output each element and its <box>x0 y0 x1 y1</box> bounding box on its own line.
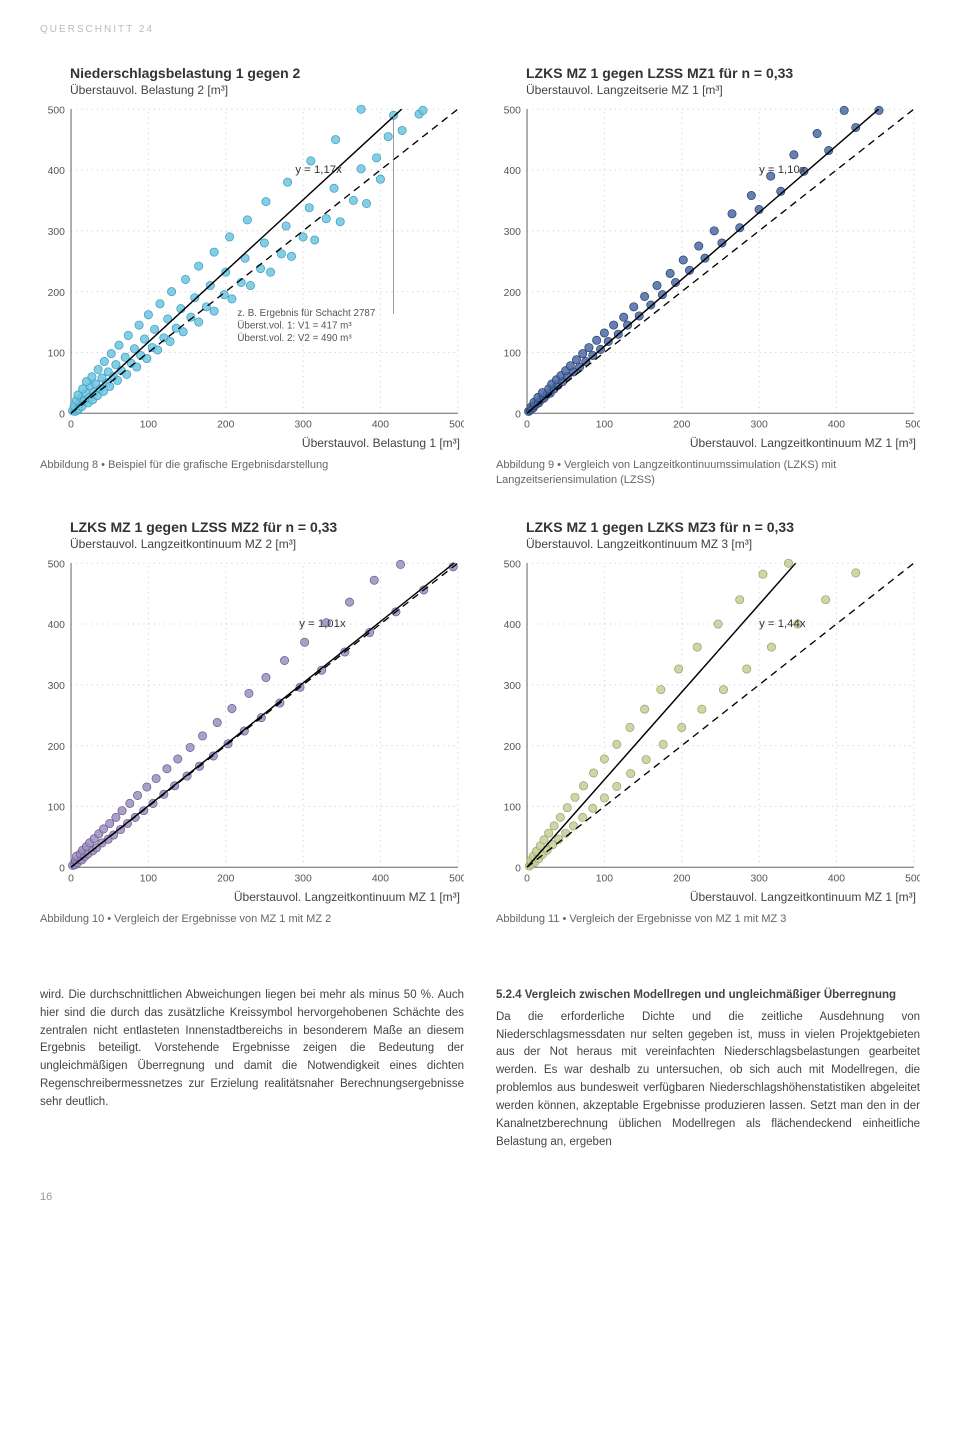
chart-2-caption: Abbildung 9 • Vergleich von Langzeitkont… <box>496 458 920 489</box>
chart-3-title: LZKS MZ 1 gegen LZSS MZ2 für n = 0,33 <box>70 519 464 535</box>
svg-text:500: 500 <box>905 420 920 431</box>
chart-1-col: Niederschlagsbelastung 1 gegen 2 Übersta… <box>40 65 464 489</box>
chart-1-xlabel: Überstauvol. Belastung 1 [m³] <box>40 436 464 450</box>
chart-1-title: Niederschlagsbelastung 1 gegen 2 <box>70 65 464 81</box>
body-left-text: wird. Die durchschnittlichen Abweichunge… <box>40 987 464 1112</box>
svg-text:400: 400 <box>48 620 65 631</box>
svg-text:400: 400 <box>828 873 845 884</box>
page-number: 16 <box>40 1191 920 1203</box>
body-right-col: 5.2.4 Vergleich zwischen Modellregen und… <box>496 987 920 1151</box>
svg-text:500: 500 <box>504 559 521 570</box>
svg-text:500: 500 <box>449 420 464 431</box>
chart-2-col: LZKS MZ 1 gegen LZSS MZ1 für n = 0,33 Üb… <box>496 65 920 489</box>
chart-3-col: LZKS MZ 1 gegen LZSS MZ2 für n = 0,33 Üb… <box>40 519 464 927</box>
svg-text:400: 400 <box>504 166 521 177</box>
chart-4-title: LZKS MZ 1 gegen LZKS MZ3 für n = 0,33 <box>526 519 920 535</box>
svg-text:300: 300 <box>750 873 767 884</box>
charts-row-1: Niederschlagsbelastung 1 gegen 2 Übersta… <box>40 65 920 489</box>
svg-text:200: 200 <box>673 873 690 884</box>
svg-text:0: 0 <box>59 409 65 420</box>
svg-text:100: 100 <box>596 420 613 431</box>
svg-text:500: 500 <box>48 559 65 570</box>
chart-2-title: LZKS MZ 1 gegen LZSS MZ1 für n = 0,33 <box>526 65 920 81</box>
chart-3-xlabel: Überstauvol. Langzeitkontinuum MZ 1 [m³] <box>40 890 464 904</box>
chart-3-caption: Abbildung 10 • Vergleich der Ergebnisse … <box>40 912 464 927</box>
chart-3: 0 100 200 300 400 500 0 100 200 300 400 500 y = 1,01… <box>40 557 464 888</box>
chart-4-col: LZKS MZ 1 gegen LZKS MZ3 für n = 0,33 Üb… <box>496 519 920 927</box>
svg-text:Überst.vol. 1: V1 = 417 m³: Überst.vol. 1: V1 = 417 m³ <box>237 320 352 331</box>
svg-text:z. B. Ergebnis für Schacht 278: z. B. Ergebnis für Schacht 2787 <box>237 308 375 319</box>
svg-text:0: 0 <box>524 873 530 884</box>
svg-text:500: 500 <box>449 873 464 884</box>
svg-text:200: 200 <box>504 741 521 752</box>
chart-1-subtitle: Überstauvol. Belastung 2 [m³] <box>70 83 464 97</box>
chart-4: 0 100 200 300 400 500 0 100 200 300 400 500 y = 1,44… <box>496 557 920 888</box>
svg-text:100: 100 <box>48 349 65 360</box>
svg-text:0: 0 <box>68 873 74 884</box>
chart-3-subtitle: Überstauvol. Langzeitkontinuum MZ 2 [m³] <box>70 537 464 551</box>
chart-1: 0 100 200 300 400 500 0 100 200 300 400 500 y = 1,17… <box>40 103 464 434</box>
svg-text:100: 100 <box>140 420 157 431</box>
svg-text:100: 100 <box>504 349 521 360</box>
body-right-text: Da die erforderliche Dichte und die zeit… <box>496 1009 920 1152</box>
svg-text:200: 200 <box>217 873 234 884</box>
page-header: QUERSCHNITT 24 <box>40 24 920 35</box>
svg-text:300: 300 <box>504 227 521 238</box>
svg-text:300: 300 <box>48 681 65 692</box>
body-left-col: wird. Die durchschnittlichen Abweichunge… <box>40 987 464 1151</box>
chart-4-caption: Abbildung 11 • Vergleich der Ergebnisse … <box>496 912 920 927</box>
svg-text:0: 0 <box>59 863 65 874</box>
chart-4-xlabel: Überstauvol. Langzeitkontinuum MZ 1 [m³] <box>496 890 920 904</box>
svg-text:400: 400 <box>828 420 845 431</box>
svg-text:500: 500 <box>504 105 521 116</box>
svg-text:400: 400 <box>372 873 389 884</box>
chart-4-subtitle: Überstauvol. Langzeitkontinuum MZ 3 [m³] <box>526 537 920 551</box>
chart-1-caption: Abbildung 8 • Beispiel für die grafische… <box>40 458 464 473</box>
svg-text:y = 1,17x: y = 1,17x <box>295 164 342 176</box>
svg-text:300: 300 <box>48 227 65 238</box>
svg-text:100: 100 <box>140 873 157 884</box>
chart-2-xlabel: Überstauvol. Langzeitkontinuum MZ 1 [m³] <box>496 436 920 450</box>
svg-text:400: 400 <box>504 620 521 631</box>
svg-text:y = 1,44x: y = 1,44x <box>759 618 806 630</box>
svg-text:200: 200 <box>48 288 65 299</box>
svg-text:400: 400 <box>372 420 389 431</box>
svg-text:0: 0 <box>524 420 530 431</box>
svg-text:0: 0 <box>515 863 521 874</box>
svg-text:Überst.vol. 2: V2 = 490 m³: Überst.vol. 2: V2 = 490 m³ <box>237 333 352 344</box>
svg-text:500: 500 <box>905 873 920 884</box>
chart-2-subtitle: Überstauvol. Langzeitserie MZ 1 [m³] <box>526 83 920 97</box>
svg-text:200: 200 <box>48 741 65 752</box>
svg-text:y = 1,01x: y = 1,01x <box>299 618 346 630</box>
svg-text:100: 100 <box>504 802 521 813</box>
svg-text:100: 100 <box>48 802 65 813</box>
svg-text:200: 200 <box>504 288 521 299</box>
svg-text:0: 0 <box>68 420 74 431</box>
svg-text:y = 1,10x: y = 1,10x <box>759 164 806 176</box>
svg-text:400: 400 <box>48 166 65 177</box>
svg-text:0: 0 <box>515 409 521 420</box>
svg-text:200: 200 <box>217 420 234 431</box>
svg-text:200: 200 <box>673 420 690 431</box>
body-right-heading: 5.2.4 Vergleich zwischen Modellregen und… <box>496 989 896 1001</box>
svg-text:500: 500 <box>48 105 65 116</box>
svg-text:300: 300 <box>294 873 311 884</box>
charts-row-2: LZKS MZ 1 gegen LZSS MZ2 für n = 0,33 Üb… <box>40 519 920 927</box>
svg-text:300: 300 <box>294 420 311 431</box>
body-text-row: wird. Die durchschnittlichen Abweichunge… <box>40 987 920 1151</box>
chart-2: 0 100 200 300 400 500 0 100 200 300 400 500 y = 1,10… <box>496 103 920 434</box>
svg-text:100: 100 <box>596 873 613 884</box>
svg-text:300: 300 <box>750 420 767 431</box>
svg-text:300: 300 <box>504 681 521 692</box>
